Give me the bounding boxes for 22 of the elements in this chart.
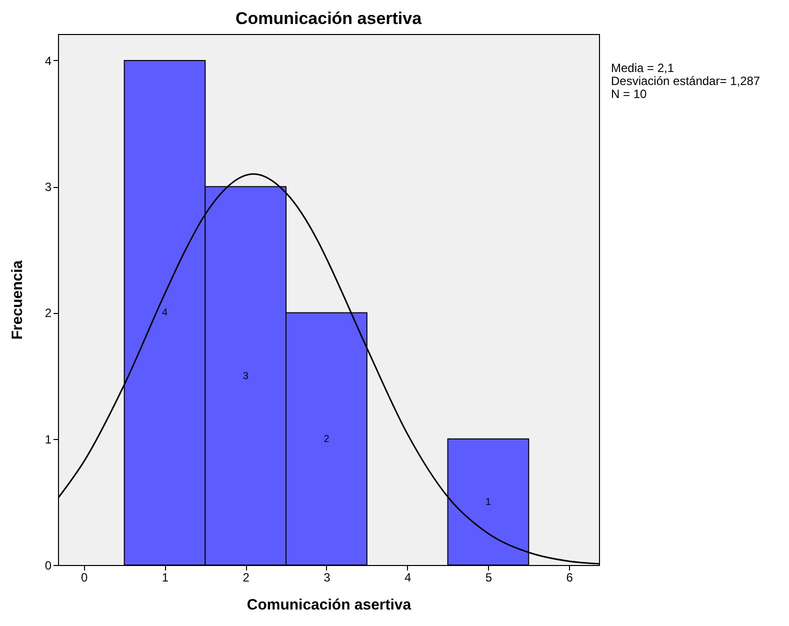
x-tick-label: 1 [162,570,169,584]
text: Desviación estándar= 1,287 [611,74,760,88]
y-axis-title: Frecuencia [8,260,26,340]
data-label: 4 [162,308,168,319]
y-tick-label: 1 [44,432,52,446]
data-label: 1 [485,496,492,508]
x-tick-label: 5 [485,570,492,584]
text: Media = 2,1 [611,61,676,75]
y-tick-label: 4 [44,54,52,68]
x-tick-label: 4 [404,570,412,584]
data-label: 3 [242,370,249,382]
x-tick-label: 3 [324,570,331,584]
y-tick-label: 3 [44,180,52,194]
text: N = 10 [611,87,648,101]
data-label: 2 [324,434,330,445]
chart-title: Comunicación asertiva [235,9,422,28]
y-tick-label: 0 [44,558,52,572]
y-tick-label: 2 [44,306,52,320]
x-tick-label: 0 [81,570,88,584]
x-tick-label: 2 [242,570,250,584]
x-axis-title: Comunicación asertiva [246,596,412,614]
x-tick-label: 6 [566,570,574,584]
